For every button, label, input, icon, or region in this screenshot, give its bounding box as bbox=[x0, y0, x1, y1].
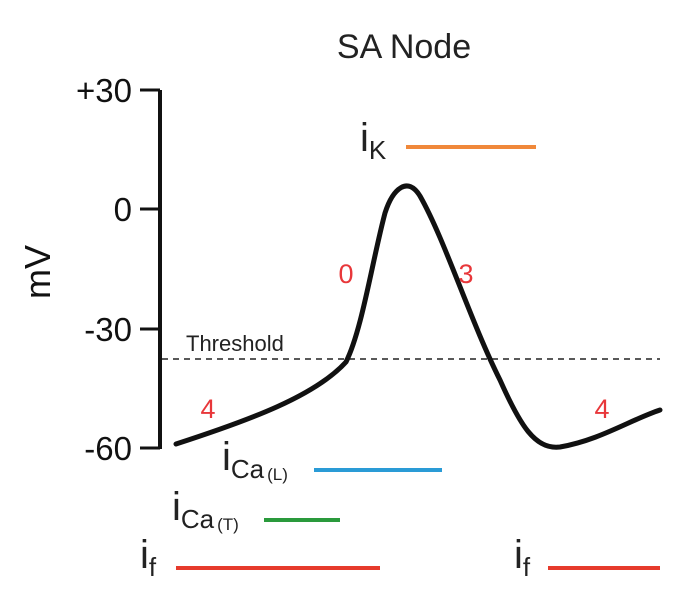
current-ica-t: iCa (T) bbox=[172, 485, 340, 534]
current-ik: iK bbox=[360, 116, 536, 165]
threshold-label: Threshold bbox=[186, 331, 284, 356]
phase-label-4: 4 bbox=[200, 394, 215, 424]
current-label-ica-t: iCa (T) bbox=[172, 485, 239, 534]
current-if-right: if bbox=[514, 533, 660, 582]
current-if-left: if bbox=[140, 533, 380, 582]
phase-label-0: 0 bbox=[338, 259, 353, 289]
action-potential-trace bbox=[173, 183, 663, 450]
current-label-if-left: if bbox=[140, 533, 157, 582]
phase-label-3: 3 bbox=[458, 259, 473, 289]
current-ica-l: iCa (L) bbox=[222, 435, 442, 484]
current-label-if-right: if bbox=[514, 533, 531, 582]
diagram-title: SA Node bbox=[337, 28, 471, 66]
phase-label-4: 4 bbox=[594, 394, 609, 424]
current-label-ik: iK bbox=[360, 116, 387, 165]
y-tick-label: 0 bbox=[114, 191, 132, 228]
current-label-ica-l: iCa (L) bbox=[222, 435, 288, 484]
y-tick-label: +30 bbox=[76, 72, 132, 109]
y-tick-label: -60 bbox=[84, 430, 132, 467]
y-axis-label: mV bbox=[17, 245, 58, 299]
y-tick-label: -30 bbox=[84, 311, 132, 348]
